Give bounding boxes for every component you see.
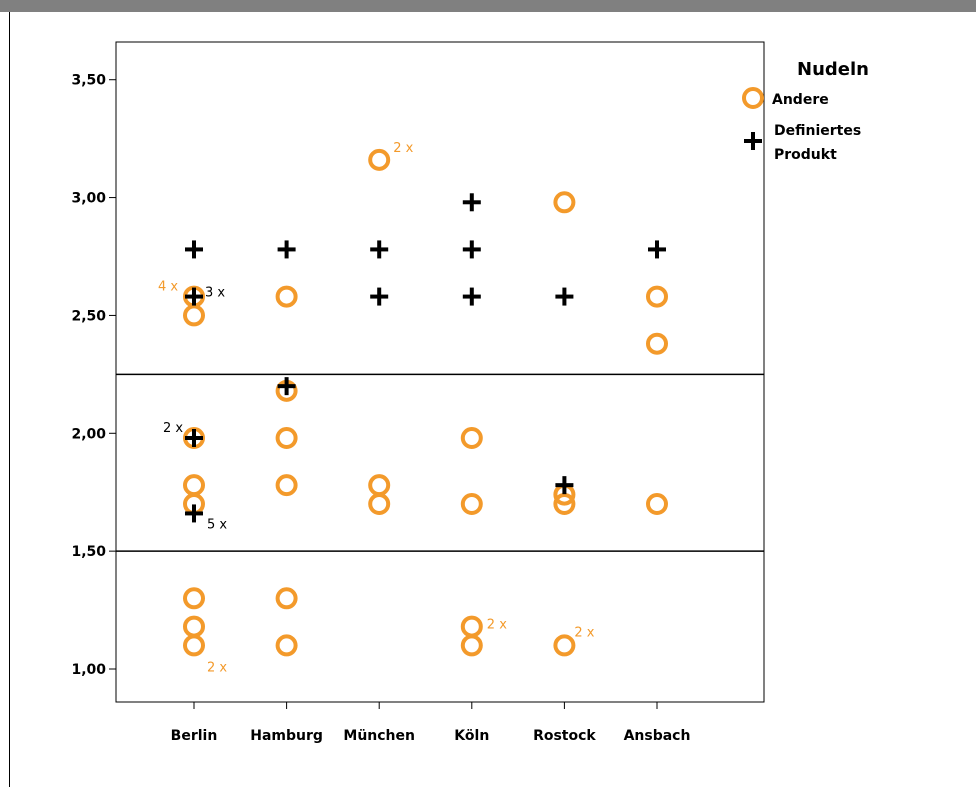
count-label: 2 x <box>393 141 413 156</box>
point-andere <box>553 191 576 214</box>
y-tick-label: 1,00 <box>71 662 106 678</box>
y-tick-label: 1,50 <box>71 544 106 560</box>
point-andere <box>646 493 668 515</box>
count-label: 4 x <box>158 280 178 295</box>
y-tick-label: 2,00 <box>71 426 106 442</box>
point-definiertes-produkt <box>462 240 481 259</box>
point-andere <box>183 634 205 657</box>
point-andere <box>646 332 668 355</box>
point-andere <box>646 285 668 308</box>
point-andere <box>460 493 483 515</box>
legend: Nudeln Andere Definiertes Produkt <box>742 59 869 163</box>
point-andere <box>460 615 483 638</box>
x-tick-label: Köln <box>454 728 489 744</box>
legend-circle-icon <box>742 87 764 109</box>
legend-title: Nudeln <box>797 59 869 80</box>
count-label: 5 x <box>207 517 227 532</box>
point-definiertes-produkt <box>555 287 574 306</box>
point-definiertes-produkt <box>185 429 203 447</box>
point-definiertes-produkt <box>462 193 481 212</box>
x-tick-label: Rostock <box>533 728 596 744</box>
reference-lines <box>116 373 764 552</box>
point-andere <box>553 493 576 515</box>
window-top-bar <box>0 0 976 12</box>
legend-plus-icon <box>744 132 762 150</box>
legend-label-andere: Andere <box>772 92 829 108</box>
x-tick-label: Hamburg <box>250 728 323 744</box>
count-label: 2 x <box>487 618 507 633</box>
point-andere <box>275 474 298 497</box>
point-andere <box>183 587 205 610</box>
point-andere <box>368 148 391 171</box>
x-tick-label: Ansbach <box>624 728 691 744</box>
x-tick-label: München <box>343 728 415 744</box>
point-definiertes-produkt <box>277 377 296 396</box>
point-definiertes-produkt <box>185 287 203 306</box>
y-tick-label: 2,50 <box>71 308 106 324</box>
window-left-border <box>9 12 10 787</box>
count-label: 2 x <box>163 421 183 436</box>
count-annotations: 4 x 2 x 2 x 2 x 2 x 3 x 2 x 5 x <box>158 141 595 676</box>
point-definiertes-produkt <box>370 287 389 306</box>
point-definiertes-produkt <box>185 240 203 259</box>
point-andere <box>553 634 576 657</box>
y-axis: 1,00 1,50 2,00 2,50 3,00 3,50 <box>71 73 116 678</box>
point-andere <box>275 587 298 610</box>
point-andere <box>460 634 483 657</box>
legend-label-definiertes-produkt: Definiertes Produkt <box>774 123 866 163</box>
count-label: 2 x <box>574 625 594 640</box>
point-andere <box>183 474 205 497</box>
point-definiertes-produkt <box>277 240 296 259</box>
plot-frame <box>115 41 765 703</box>
y-tick-label: 3,00 <box>71 191 106 207</box>
y-tick-label: 3,50 <box>71 73 106 89</box>
count-label: 2 x <box>207 660 227 675</box>
point-andere <box>275 427 298 449</box>
point-andere <box>368 474 391 497</box>
point-definiertes-produkt <box>648 240 666 259</box>
count-label: 3 x <box>205 286 225 301</box>
point-definiertes-produkt <box>185 504 203 523</box>
point-definiertes-produkt <box>462 287 481 306</box>
point-andere <box>368 493 391 515</box>
x-tick-label: Berlin <box>171 728 218 744</box>
point-definiertes-produkt <box>555 476 574 495</box>
data-points <box>183 148 668 657</box>
point-andere <box>183 615 205 638</box>
point-andere <box>275 634 298 657</box>
point-andere <box>275 285 298 308</box>
point-definiertes-produkt <box>370 240 389 259</box>
point-andere <box>460 427 483 449</box>
point-andere <box>183 304 205 327</box>
x-axis: Berlin Hamburg München Köln Rostock Ansbach <box>171 702 691 744</box>
